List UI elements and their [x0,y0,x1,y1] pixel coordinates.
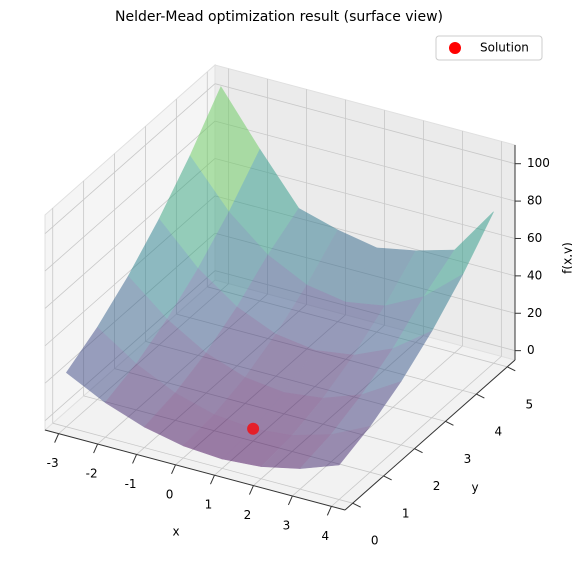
z-tick-label: 80 [527,194,542,208]
z-tick-label: 60 [527,231,542,245]
x-tick-label: -2 [86,467,98,481]
y-axis-line [344,359,516,511]
chart-title: Nelder-Mead optimization result (surface… [115,9,443,25]
legend-label: Solution [480,41,529,55]
grid-line [214,83,516,165]
y-axis-label: y [471,481,478,495]
grid-line [292,345,463,497]
x-tick [287,495,293,506]
z-tick-label: 20 [527,306,542,320]
surface-patch [299,425,371,469]
surface [65,86,494,469]
grid-line [44,83,216,234]
y-tick-label: 0 [371,534,379,548]
x-tick-label: 0 [166,487,174,501]
grid-line [52,422,353,504]
z-axis-label: f(x,y) [561,242,572,274]
x-tick-label: 2 [244,508,252,522]
y-tick [445,420,454,426]
z-tick-label: 0 [527,343,535,357]
x-axis-line [44,429,346,511]
x-tick [132,454,138,464]
x-tick [248,485,254,495]
y-tick-label: 4 [495,425,503,439]
y-tick [352,502,361,508]
legend-box [435,35,543,61]
y-tick-label: 3 [464,452,472,466]
x-tick [93,443,99,454]
y-tick [414,448,423,454]
x-tick-label: 3 [283,518,291,532]
x-axis-label: x [172,525,179,539]
x-tick [54,433,60,443]
x-tick [210,474,215,485]
grid-line [331,356,502,507]
y-tick-label: 1 [402,506,410,520]
grid-line [214,120,516,202]
x-tick-label: -1 [125,477,137,491]
y-tick-label: 2 [433,479,441,493]
y-tick [383,475,392,481]
y-tick-label: 5 [525,397,533,411]
x-tick [326,506,332,516]
x-tick-label: 1 [205,498,213,512]
x-tick [171,464,176,475]
x-tick-label: -3 [47,456,59,470]
solution-point [247,422,260,435]
grid-line [44,120,216,272]
x-tick-label: 4 [322,529,330,543]
legend-marker [449,42,461,54]
z-tick-label: 40 [527,268,542,282]
y-tick [476,393,485,399]
z-tick-label: 100 [527,156,550,170]
y-tick [507,366,516,372]
